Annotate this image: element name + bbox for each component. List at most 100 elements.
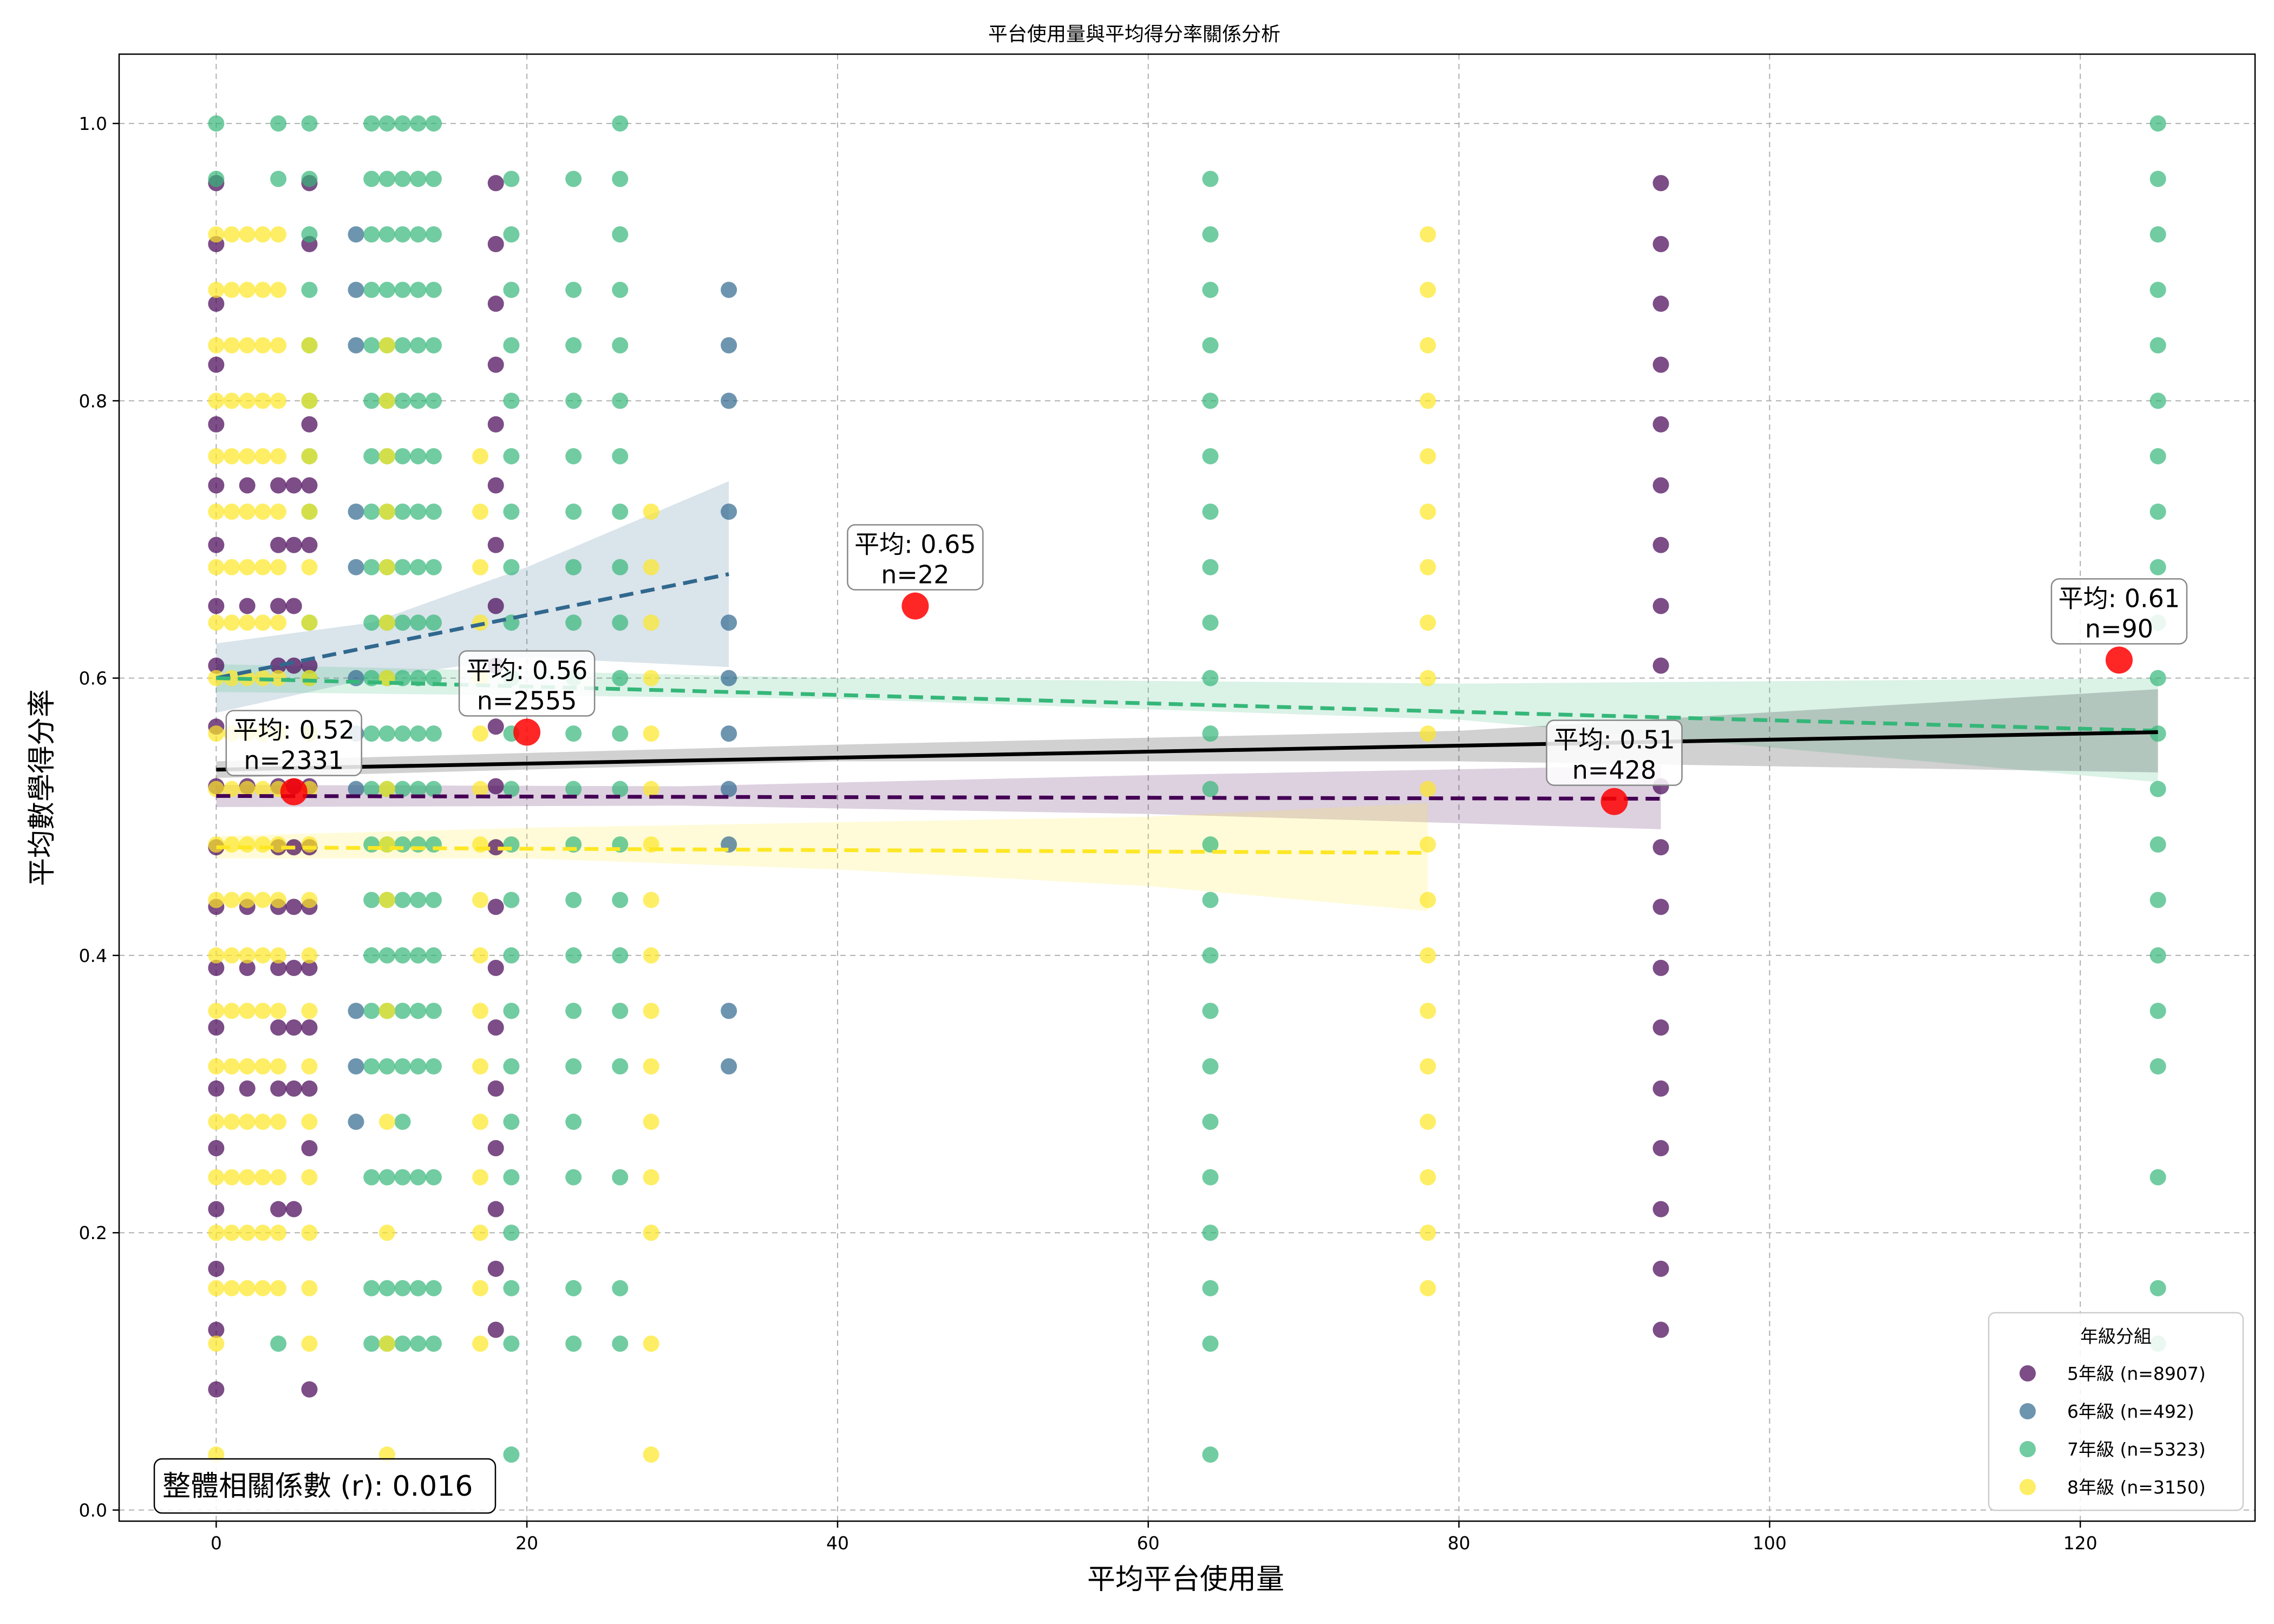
scatter-point-series-2: [721, 337, 737, 353]
scatter-point-series-4: [224, 448, 240, 464]
scatter-point-series-4: [254, 781, 271, 797]
x-tick-label: 80: [1448, 1533, 1471, 1554]
scatter-point-series-3: [378, 1280, 395, 1296]
scatter-point-series-1: [1652, 1321, 1669, 1338]
scatter-point-series-1: [301, 1140, 318, 1156]
scatter-point-series-3: [410, 1058, 427, 1075]
scatter-point-series-1: [1652, 598, 1669, 614]
scatter-point-series-3: [363, 1169, 380, 1186]
scatter-point-series-4: [254, 892, 271, 908]
scatter-point-series-3: [503, 1280, 520, 1296]
scatter-point-series-1: [1652, 235, 1669, 252]
scatter-point-series-3: [503, 1003, 520, 1019]
scatter-point-series-3: [503, 226, 520, 243]
scatter-point-series-4: [239, 1003, 256, 1019]
scatter-point-series-4: [643, 1003, 659, 1019]
y-tick-label: 0.0: [79, 1500, 107, 1521]
scatter-point-series-3: [378, 725, 395, 742]
scatter-point-series-3: [565, 614, 582, 631]
scatter-point-series-3: [394, 725, 411, 742]
scatter-point-series-2: [721, 614, 737, 631]
scatter-point-series-4: [254, 448, 271, 464]
scatter-point-series-2: [721, 670, 737, 686]
scatter-point-series-3: [612, 1058, 629, 1075]
scatter-point-series-4: [208, 1169, 225, 1186]
scatter-point-series-4: [270, 448, 287, 464]
scatter-point-series-4: [301, 1169, 318, 1186]
scatter-point-series-4: [254, 836, 271, 853]
scatter-point-series-4: [270, 947, 287, 964]
scatter-point-series-3: [2149, 115, 2166, 132]
scatter-point-series-3: [1202, 281, 1219, 298]
scatter-point-series-1: [270, 477, 287, 494]
group-mean-point: [280, 778, 308, 806]
scatter-point-series-4: [1420, 1280, 1436, 1296]
legend: 年級分組 5年級 (n=8907) 6年級 (n=492) 7年級 (n=5323)…: [1988, 1312, 2244, 1511]
chart-title: 平台使用量與平均得分率關係分析: [988, 23, 1280, 45]
scatter-point-series-1: [208, 959, 225, 976]
scatter-point-series-1: [301, 536, 318, 553]
scatter-point-series-3: [363, 503, 380, 520]
scatter-point-series-4: [239, 559, 256, 575]
scatter-point-series-3: [378, 115, 395, 132]
scatter-point-series-3: [612, 448, 629, 464]
scatter-point-series-3: [363, 725, 380, 742]
scatter-point-series-4: [301, 836, 318, 853]
scatter-point-series-3: [363, 448, 380, 464]
scatter-point-series-1: [208, 1080, 225, 1097]
scatter-point-series-1: [487, 959, 504, 976]
scatter-point-series-1: [270, 536, 287, 553]
scatter-point-series-3: [1202, 503, 1219, 520]
confidence-bands: [216, 481, 2158, 911]
legend-entry: 7年級 (n=5323): [2067, 1439, 2206, 1460]
legend-marker: [2020, 1479, 2036, 1495]
scatter-point-series-4: [208, 226, 225, 243]
scatter-point-series-1: [487, 1260, 504, 1277]
scatter-point-series-3: [425, 1169, 442, 1186]
legend-entry: 8年級 (n=3150): [2067, 1477, 2206, 1498]
y-tick-label: 1.0: [79, 113, 107, 134]
scatter-point-series-1: [285, 1080, 302, 1097]
scatter-point-series-4: [208, 614, 225, 631]
scatter-point-series-4: [224, 1058, 240, 1075]
scatter-point-series-3: [363, 115, 380, 132]
scatter-point-series-3: [425, 115, 442, 132]
mean-annotation-label: 平均: 0.51: [1553, 725, 1675, 755]
scatter-point-series-1: [487, 416, 504, 433]
scatter-point-series-3: [394, 559, 411, 575]
scatter-point-series-4: [643, 1169, 659, 1186]
scatter-point-series-4: [378, 1335, 395, 1352]
scatter-point-series-4: [378, 892, 395, 908]
scatter-point-series-3: [612, 781, 629, 797]
scatter-point-series-4: [1420, 892, 1436, 908]
scatter-point-series-4: [239, 337, 256, 353]
scatter-point-series-4: [1420, 448, 1436, 464]
scatter-point-series-3: [394, 1114, 411, 1130]
scatter-point-series-3: [410, 1335, 427, 1352]
scatter-point-series-3: [1202, 1114, 1219, 1130]
scatter-point-series-3: [565, 1335, 582, 1352]
scatter-point-series-3: [503, 1114, 520, 1130]
scatter-point-series-4: [224, 1169, 240, 1186]
scatter-point-series-4: [239, 1114, 256, 1130]
scatter-point-series-1: [208, 1321, 225, 1338]
scatter-point-series-1: [487, 175, 504, 192]
scatter-point-series-4: [472, 1114, 489, 1130]
scatter-point-series-1: [1652, 657, 1669, 674]
scatter-point-series-2: [348, 559, 364, 575]
scatter-point-series-3: [565, 1169, 582, 1186]
scatter-point-series-4: [270, 1169, 287, 1186]
scatter-point-series-2: [348, 1114, 364, 1130]
scatter-point-series-3: [1202, 1058, 1219, 1075]
scatter-point-series-1: [270, 959, 287, 976]
scatter-point-series-4: [472, 1169, 489, 1186]
scatter-point-series-4: [224, 836, 240, 853]
scatter-point-series-4: [239, 281, 256, 298]
scatter-point-series-4: [643, 670, 659, 686]
scatter-point-series-3: [2149, 171, 2166, 187]
scatter-point-series-3: [410, 1280, 427, 1296]
trend-line-series-4: [216, 845, 1428, 855]
scatter-point-series-3: [363, 614, 380, 631]
legend-title: 年級分組: [2080, 1326, 2152, 1347]
scatter-point-series-1: [285, 899, 302, 915]
